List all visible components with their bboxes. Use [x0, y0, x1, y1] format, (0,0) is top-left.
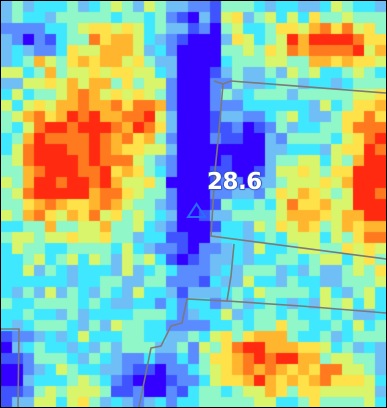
- boundary-line: [210, 83, 386, 260]
- triangle-marker-icon[interactable]: [186, 202, 207, 218]
- boundary-line: [226, 300, 386, 314]
- boundary-line: [138, 243, 235, 407]
- measurement-value-label: 28.6: [206, 168, 263, 196]
- boundary-line: [1, 328, 20, 407]
- boundary-line: [213, 80, 386, 94]
